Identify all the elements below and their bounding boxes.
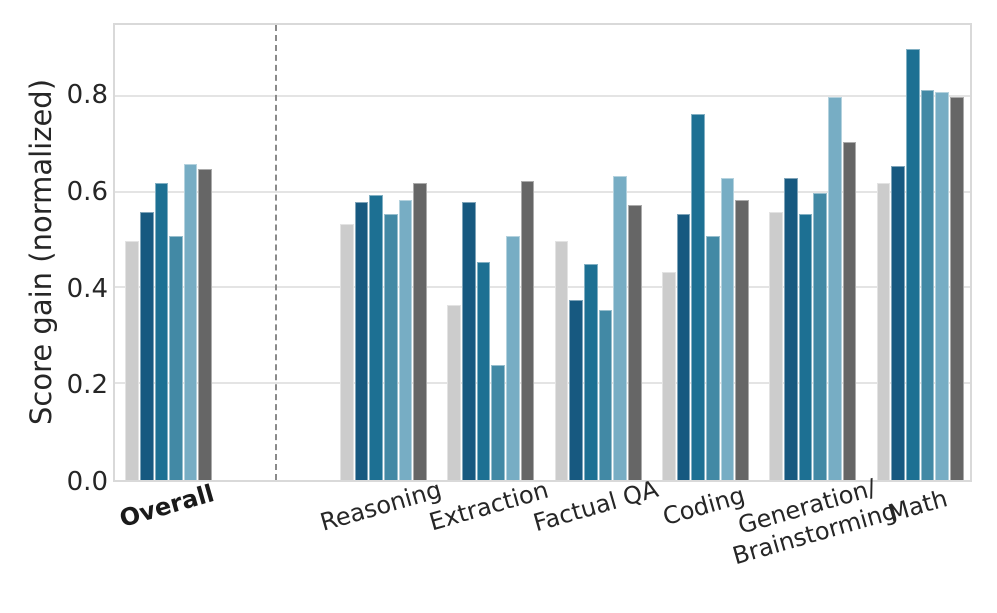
steel-blue-bar xyxy=(491,365,505,480)
steel-blue-bar xyxy=(598,309,613,480)
bar-group-coding xyxy=(662,25,749,480)
teal-blue-bar xyxy=(584,264,598,480)
teal-blue-bar xyxy=(369,195,383,480)
gridline-y-0.4 xyxy=(115,286,970,289)
dark-gray-bar xyxy=(735,199,749,480)
dark-gray-bar xyxy=(842,142,857,480)
light-blue-bar xyxy=(828,96,842,480)
x-tick-label-reasoning: Reasoning xyxy=(317,475,445,537)
teal-blue-bar xyxy=(798,214,813,480)
bar-group-extraction xyxy=(447,25,535,480)
bar-group-overall xyxy=(125,25,213,480)
steel-blue-bar xyxy=(813,192,828,480)
teal-blue-bar xyxy=(154,183,169,480)
bar-group-reasoning xyxy=(339,25,427,480)
steel-blue-bar xyxy=(383,214,398,480)
dark-gray-bar xyxy=(198,168,213,480)
overall-task-divider xyxy=(275,25,278,480)
y-tick-label-0.4: 0.4 xyxy=(66,273,108,304)
dark-blue-bar xyxy=(461,202,476,480)
y-tick-label-0.2: 0.2 xyxy=(66,370,108,401)
dark-gray-bar xyxy=(520,180,535,480)
light-blue-bar xyxy=(613,175,627,480)
x-tick-label-math: Math xyxy=(885,484,951,528)
dark-gray-bar xyxy=(627,204,642,480)
dark-blue-bar xyxy=(569,300,583,480)
light-blue-bar xyxy=(398,199,413,480)
light-blue-bar xyxy=(183,163,198,480)
plot-area xyxy=(113,23,972,482)
steel-blue-bar xyxy=(169,235,183,480)
gridline-y-0.2 xyxy=(115,382,970,385)
dark-gray-bar xyxy=(413,183,427,480)
dark-blue-bar xyxy=(676,214,691,480)
bar-group-generation-brainstorming xyxy=(769,25,857,480)
light-gray-bar xyxy=(662,271,676,480)
teal-blue-bar xyxy=(906,48,920,480)
light-blue-bar xyxy=(935,92,950,480)
light-blue-bar xyxy=(720,178,735,480)
y-tick-label-0.6: 0.6 xyxy=(66,177,108,208)
gridline-y-0.6 xyxy=(115,190,970,193)
x-tick-label-generation-brainstorming: Generation/ Brainstorming xyxy=(729,473,900,570)
light-gray-bar xyxy=(876,183,891,480)
teal-blue-bar xyxy=(691,113,706,480)
dark-blue-bar xyxy=(891,166,906,480)
steel-blue-bar xyxy=(706,235,720,480)
dark-gray-bar xyxy=(950,96,964,480)
x-tick-label-factual-qa: Factual QA xyxy=(530,474,662,538)
x-tick-label-extraction: Extraction xyxy=(425,475,552,537)
dark-blue-bar xyxy=(354,202,369,480)
light-gray-bar xyxy=(339,223,354,480)
bar-group-factual-qa xyxy=(554,25,642,480)
y-tick-label-0.8: 0.8 xyxy=(66,80,108,111)
teal-blue-bar xyxy=(476,262,491,480)
light-blue-bar xyxy=(505,235,520,480)
y-tick-label-0.0: 0.0 xyxy=(66,467,108,497)
bar-group-math xyxy=(876,25,964,480)
gridline-y-0.8 xyxy=(115,94,970,97)
dark-blue-bar xyxy=(139,211,154,480)
light-gray-bar xyxy=(769,211,784,480)
steel-blue-bar xyxy=(920,89,935,480)
x-tick-label-overall: Overall xyxy=(116,479,217,533)
light-gray-bar xyxy=(554,240,569,480)
light-gray-bar xyxy=(125,240,139,480)
light-gray-bar xyxy=(447,305,461,480)
dark-blue-bar xyxy=(784,178,798,480)
y-axis-label: Score gain (normalized) xyxy=(24,78,58,426)
